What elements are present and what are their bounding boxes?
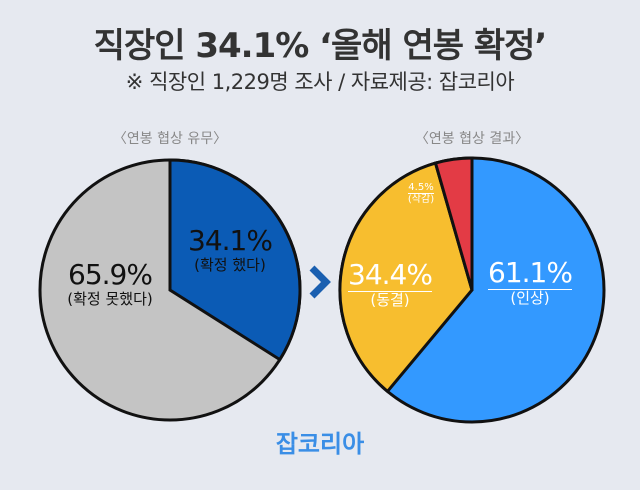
chevron-right-icon xyxy=(309,265,331,299)
page-title: 직장인 34.1% ‘올해 연봉 확정’ xyxy=(93,26,548,66)
slice-confirmed xyxy=(168,158,302,362)
page-subtitle: ※ 직장인 1,229명 조사 / 자료제공: 잡코리아 xyxy=(125,70,515,94)
slice-cut xyxy=(433,156,474,291)
right-pie xyxy=(338,156,606,424)
left-chart-title: 〈연봉 협상 유무〉 xyxy=(112,131,228,147)
label-raise: 61.1% (인상) xyxy=(488,256,573,307)
slice-freeze xyxy=(338,161,474,394)
right-chart-title: 〈연봉 협상 결과〉 xyxy=(414,131,530,147)
left-pie xyxy=(38,158,302,422)
brand-logo: 잡코리아 xyxy=(275,430,365,458)
label-freeze: 34.4% (동결) xyxy=(348,258,433,309)
label-cut: 4.5% (삭감) xyxy=(407,182,435,205)
label-confirmed: 34.1% (확정 했다) xyxy=(188,224,273,274)
label-not-confirmed: 65.9% (확정 못했다) xyxy=(67,258,153,308)
